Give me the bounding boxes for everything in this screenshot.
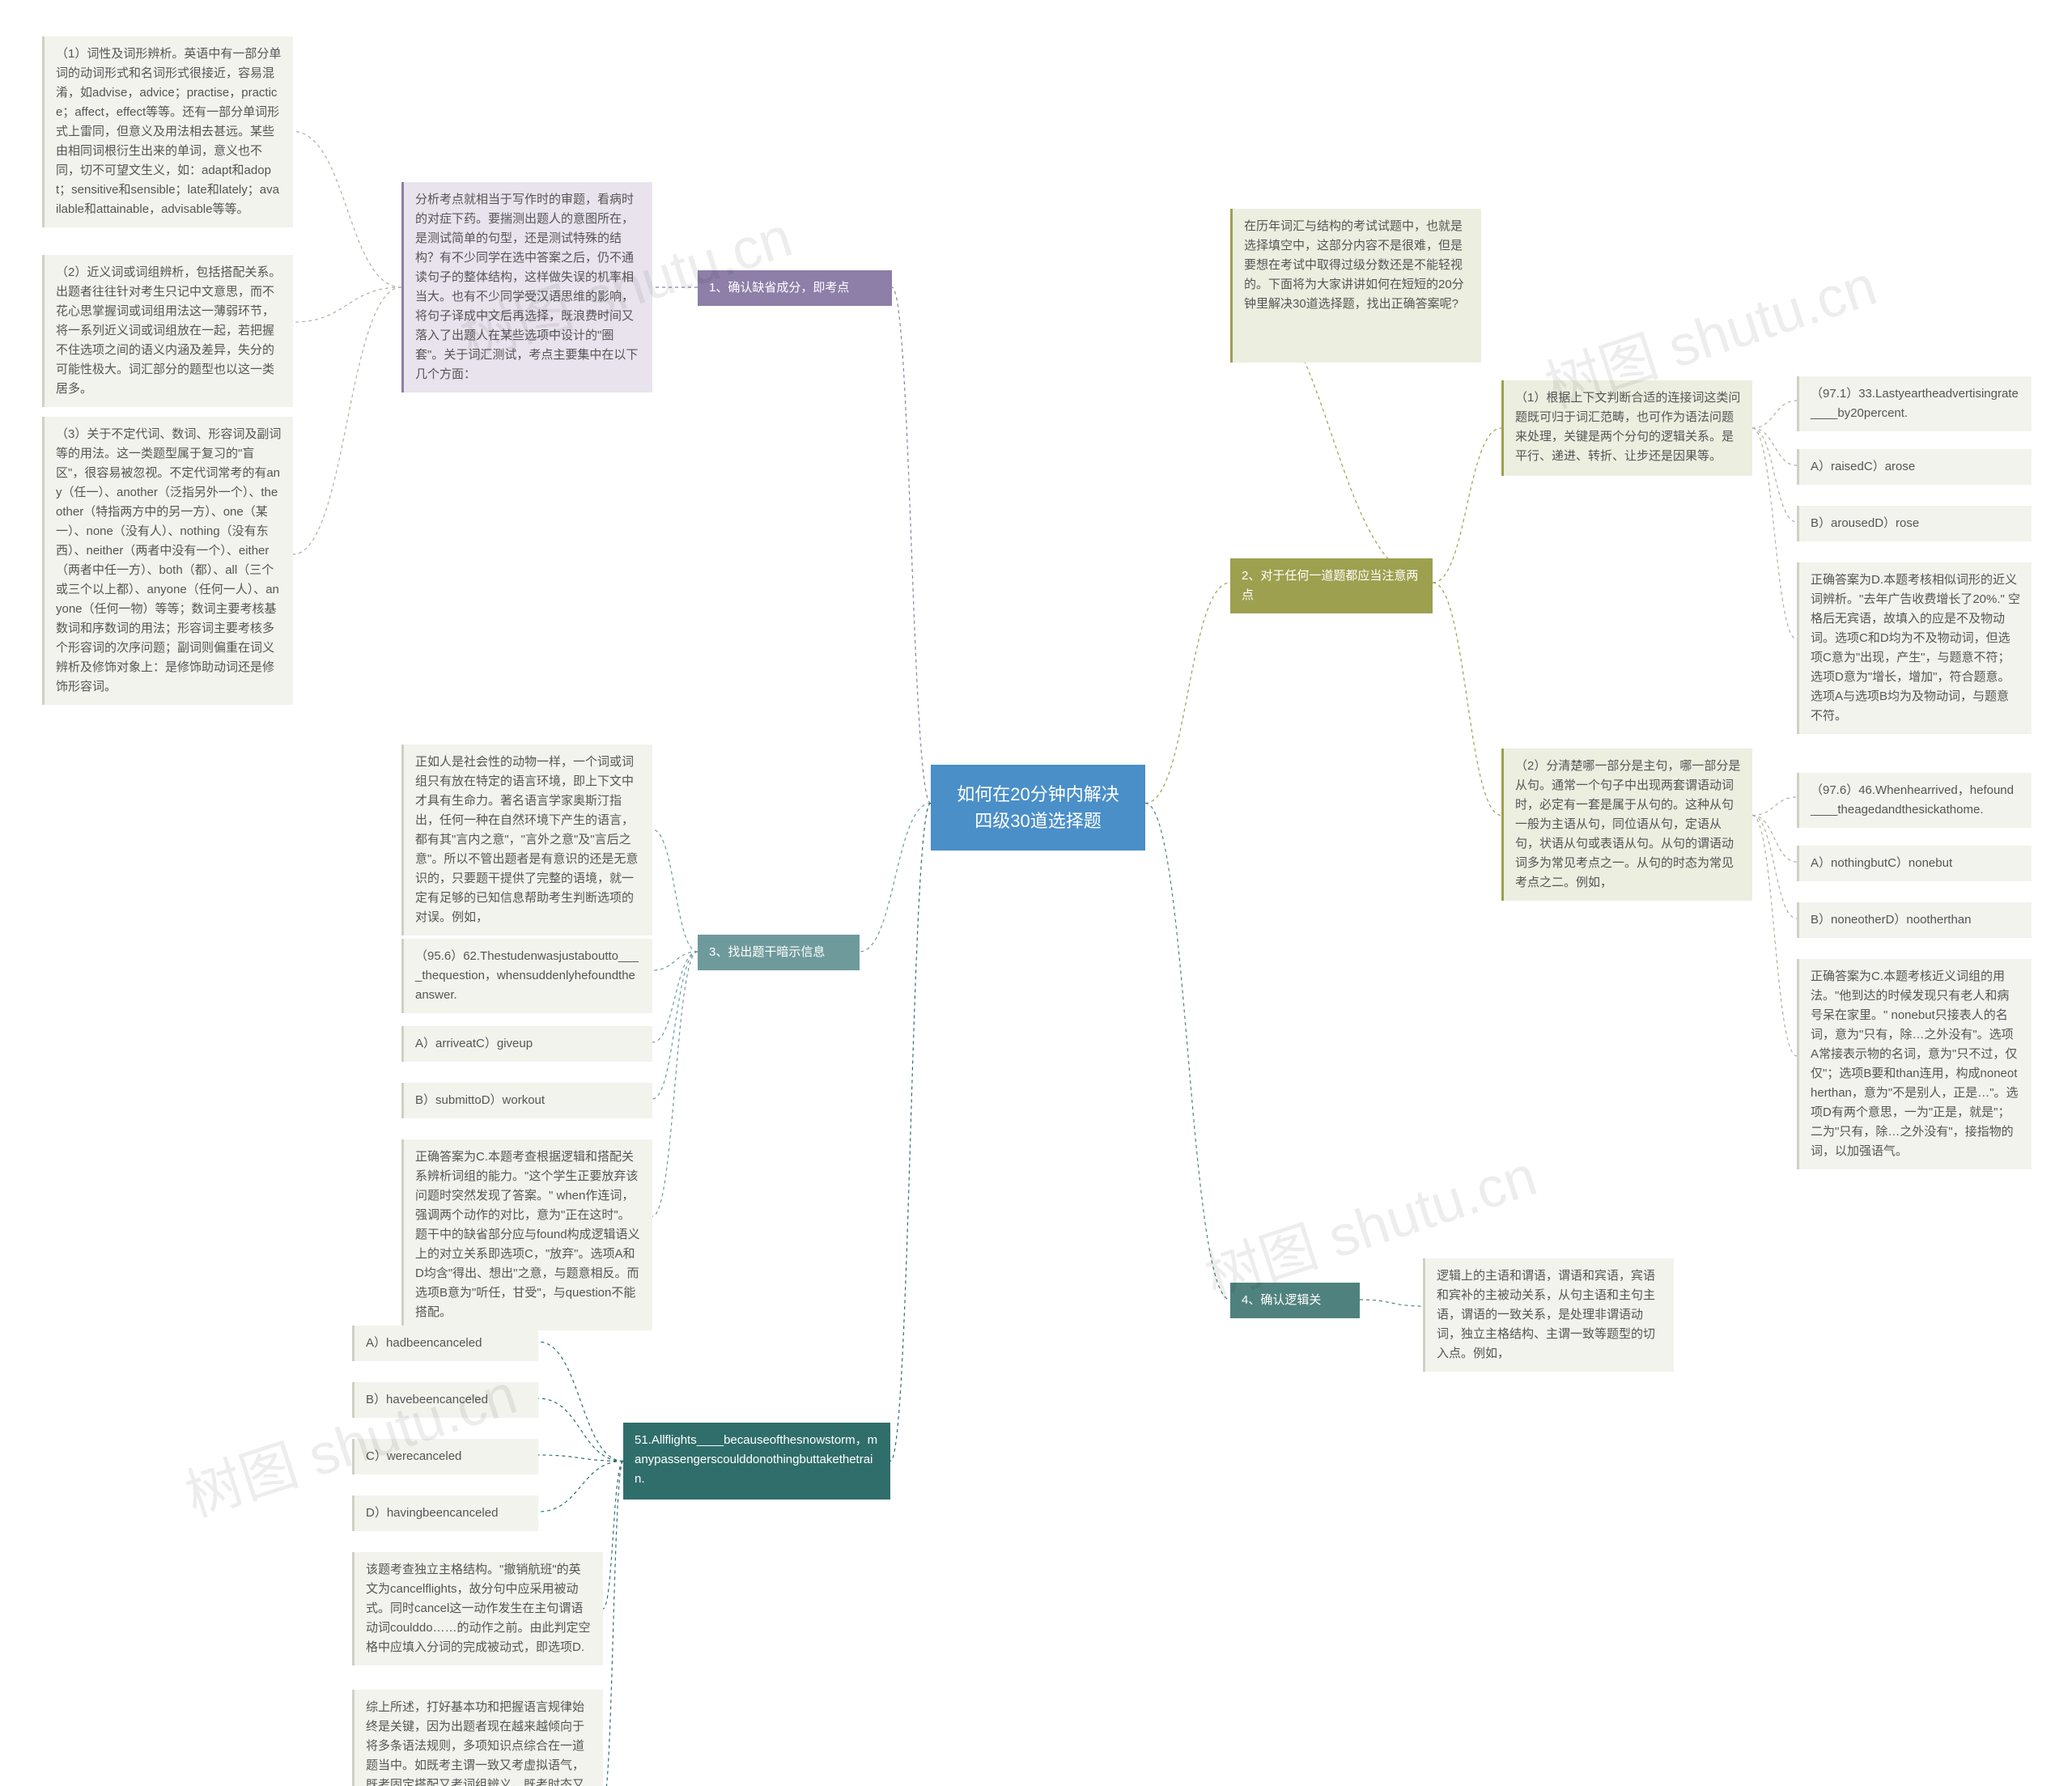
branch2-sub0-leaf-2: B）arousedD）rose bbox=[1797, 506, 2032, 541]
branch1-leaf-2: （3）关于不定代词、数词、形容词及副词等的用法。这一类题型属于复习的"盲区"，很… bbox=[42, 417, 293, 705]
branch3-leaf-2: A）arriveatC）giveup bbox=[401, 1026, 652, 1062]
branch4-header: 4、确认逻辑关 bbox=[1230, 1283, 1360, 1318]
branch2-sub0-leaf-3: 正确答案为D.本题考核相似词形的近义词辨析。"去年广告收费增长了20%." 空格… bbox=[1797, 562, 2032, 734]
branch3-leaf-4: 正确答案为C.本题考查根据逻辑和搭配关系辨析词组的能力。"这个学生正要放弃该问题… bbox=[401, 1139, 652, 1330]
mindmap-canvas: 如何在20分钟内解决四级30道选择题 1、确认缺省成分，即考点 分析考点就相当于… bbox=[0, 0, 2072, 1786]
branch2-intro: 在历年词汇与结构的考试试题中，也就是选择填空中，这部分内容不是很难，但是要想在考… bbox=[1230, 209, 1481, 363]
branch1-leaf-0: （1）词性及词形辨析。英语中有一部分单词的动词形式和名词形式很接近，容易混淆，如… bbox=[42, 36, 293, 227]
center-node: 如何在20分钟内解决四级30道选择题 bbox=[931, 765, 1145, 851]
branch1-header: 1、确认缺省成分，即考点 bbox=[698, 270, 892, 306]
branch3-leaf-3: B）submittoD）workout bbox=[401, 1083, 652, 1118]
branch3-leaf-1: （95.6）62.Thestudenwasjustaboutto____theq… bbox=[401, 939, 652, 1013]
branch1-leaf-1: （2）近义词或词组辨析，包括搭配关系。出题者往往针对考生只记中文意思，而不花心思… bbox=[42, 255, 293, 407]
branch2-sub-0: （1）根据上下文判断合适的连接词这类问题既可归于词汇范畴，也可作为语法问题来处理… bbox=[1501, 380, 1752, 476]
branch5-leaf-3: D）havingbeencanceled bbox=[352, 1495, 538, 1531]
branch5-header: 51.Allflights____becauseofthesnowstorm，m… bbox=[623, 1423, 890, 1500]
branch2-sub1-leaf-3: 正确答案为C.本题考核近义词组的用法。"他到达的时候发现只有老人和病号呆在家里。… bbox=[1797, 959, 2032, 1169]
branch4-leaf-0: 逻辑上的主语和谓语，谓语和宾语，宾语和宾补的主被动关系，从句主语和主句主语，谓语… bbox=[1423, 1258, 1674, 1372]
branch2-sub1-leaf-2: B）noneotherD）nootherthan bbox=[1797, 902, 2032, 938]
branch3-header: 3、找出题干暗示信息 bbox=[698, 935, 860, 970]
branch5-leaf-0: A）hadbeencanceled bbox=[352, 1326, 538, 1361]
branch5-leaf-5: 综上所述，打好基本功和把握语言规律始终是关键，因为出题者现在越来越倾向于将多条语… bbox=[352, 1690, 603, 1786]
branch5-leaf-2: C）werecanceled bbox=[352, 1439, 538, 1474]
branch2-sub1-leaf-0: （97.6）46.Whenhearrived，hefound____theage… bbox=[1797, 773, 2032, 828]
branch3-leaf-0: 正如人是社会性的动物一样，一个词或词组只有放在特定的语言环境，即上下文中才具有生… bbox=[401, 745, 652, 935]
branch5-leaf-1: B）havebeencanceled bbox=[352, 1382, 538, 1418]
branch2-sub1-leaf-1: A）nothingbutC）nonebut bbox=[1797, 846, 2032, 881]
branch1-mid: 分析考点就相当于写作时的审题，看病时的对症下药。要揣测出题人的意图所在，是测试简… bbox=[401, 182, 652, 392]
branch2-sub0-leaf-0: （97.1）33.Lastyeartheadvertisingrate____b… bbox=[1797, 376, 2032, 431]
branch5-leaf-4: 该题考查独立主格结构。"撤销航班"的英文为cancelflights，故分句中应… bbox=[352, 1552, 603, 1665]
branch2-header: 2、对于任何一道题都应当注意两点 bbox=[1230, 558, 1433, 613]
branch2-sub0-leaf-1: A）raisedC）arose bbox=[1797, 449, 2032, 485]
branch2-sub-1: （2）分清楚哪一部分是主句，哪一部分是从句。通常一个句子中出现两套谓语动词时，必… bbox=[1501, 749, 1752, 901]
connectors-layer bbox=[0, 0, 2072, 1786]
